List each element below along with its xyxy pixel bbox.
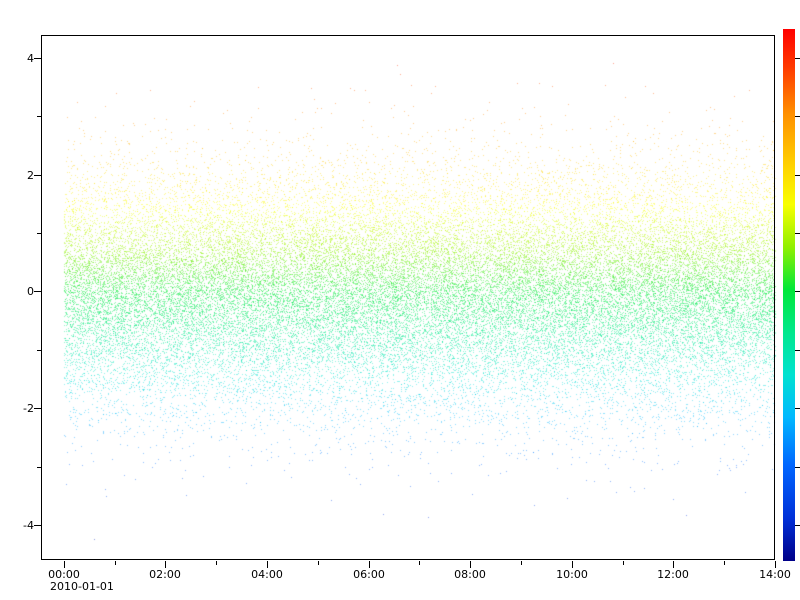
x-tick-mark [369,561,370,568]
x-tick-mark [673,561,674,568]
y-minor-tick-mark [37,467,41,468]
y-tick-label: 2 [27,169,34,182]
x-tick-mark [572,561,573,568]
x-tick-mark [267,561,268,568]
x-minor-tick-mark [419,561,420,565]
x-minor-tick-mark [115,561,116,565]
x-tick-mark [470,561,471,568]
x-tick-label: 12:00 [657,568,689,581]
x-tick-label: 06:00 [353,568,385,581]
x-tick-mark [775,561,776,568]
x-tick-label: 00:00 [48,568,80,581]
x-minor-tick-mark [623,561,624,565]
x-tick-mark [64,561,65,568]
colorbar-tick-mark [795,291,800,292]
y-minor-tick-mark [37,116,41,117]
colorbar-tick-mark [795,116,800,117]
x-minor-tick-mark [216,561,217,565]
x-minor-tick-mark [521,561,522,565]
y-tick-mark [34,58,41,59]
colorbar-tick-mark [795,350,800,351]
x-minor-tick-mark [318,561,319,565]
y-tick-mark [34,408,41,409]
x-tick-label: 02:00 [149,568,181,581]
x-tick-label: 14:00 [759,568,791,581]
y-minor-tick-mark [37,350,41,351]
colorbar-tick-mark [795,467,800,468]
y-tick-label: 0 [27,285,34,298]
y-tick-mark [34,525,41,526]
colorbar-tick-mark [795,525,800,526]
colorbar-tick-mark [795,233,800,234]
colorbar-tick-mark [795,175,800,176]
y-minor-tick-mark [37,233,41,234]
colorbar [783,29,795,561]
x-axis-date-annotation: 2010-01-01 [50,580,114,593]
y-tick-label: -2 [23,402,34,415]
x-tick-label: 04:00 [251,568,283,581]
x-tick-label: 10:00 [556,568,588,581]
x-tick-mark [165,561,166,568]
y-tick-label: 4 [27,52,34,65]
colorbar-tick-mark [795,58,800,59]
x-minor-tick-mark [724,561,725,565]
y-tick-mark [34,175,41,176]
y-tick-label: -4 [23,519,34,532]
plot-frame [41,35,775,560]
x-tick-label: 08:00 [454,568,486,581]
colorbar-tick-mark [795,408,800,409]
y-tick-mark [34,291,41,292]
